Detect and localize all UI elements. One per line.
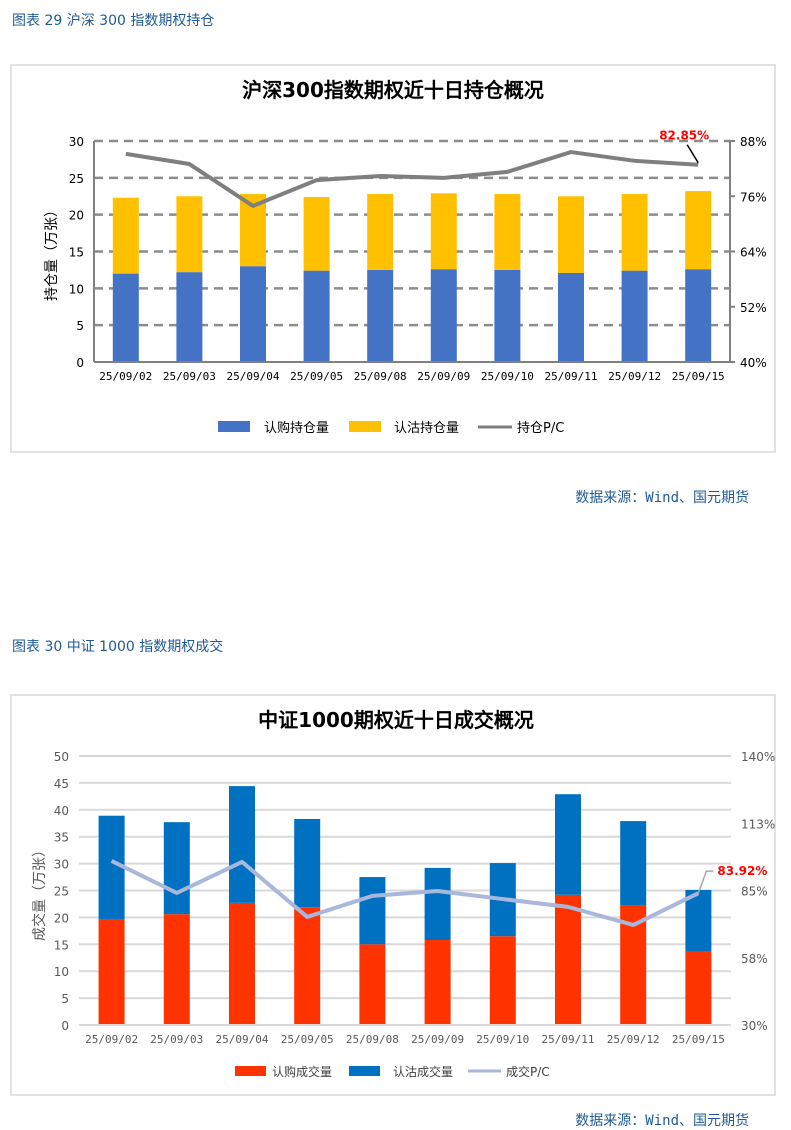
y-tick-label: 35	[54, 831, 69, 845]
x-tick-label: 25/09/15	[672, 1033, 725, 1046]
x-tick-label: 25/09/11	[542, 1033, 595, 1046]
y-tick-label: 5	[61, 992, 69, 1006]
pc-line	[112, 861, 699, 925]
bar-put	[294, 819, 320, 907]
y2-tick-label: 58%	[741, 952, 768, 966]
x-tick-label: 25/09/05	[281, 1033, 334, 1046]
bar-call	[164, 914, 190, 1025]
bar-put	[620, 821, 646, 905]
bar-put	[229, 786, 255, 903]
legend-swatch-call	[235, 1066, 266, 1076]
annotation-label: 83.92%	[717, 864, 767, 878]
x-tick-label: 25/09/03	[150, 1033, 203, 1046]
legend-swatch-put	[349, 1066, 380, 1076]
bar-put	[164, 822, 190, 914]
legend: 认购成交量 认沽成交量 成交P/C	[235, 1064, 550, 1079]
y-tick-label: 25	[54, 885, 69, 899]
bar-call	[359, 944, 385, 1025]
bar-call	[685, 952, 711, 1025]
bar-call	[425, 940, 451, 1025]
bar-call	[294, 907, 320, 1025]
y-tick-label: 20	[54, 911, 69, 925]
y-tick-label: 0	[61, 1019, 69, 1033]
legend-label-pc: 成交P/C	[506, 1064, 550, 1079]
y-tick-label: 40	[54, 804, 69, 818]
bar-call	[490, 936, 516, 1025]
y-tick-label: 15	[54, 938, 69, 952]
x-tick-label: 25/09/12	[607, 1033, 660, 1046]
x-tick-label: 25/09/10	[476, 1033, 529, 1046]
bar-call	[555, 895, 581, 1025]
x-tick-label: 25/09/08	[346, 1033, 399, 1046]
y2-tick-label: 113%	[741, 817, 775, 831]
data-source: 数据来源：Wind、国元期货	[575, 1110, 749, 1130]
x-tick-label: 25/09/04	[216, 1033, 269, 1046]
legend-label-call: 认购成交量	[272, 1064, 332, 1079]
y-tick-label: 50	[54, 750, 69, 764]
legend-label-put: 认沽成交量	[393, 1064, 453, 1079]
bar-put	[425, 868, 451, 940]
y-tick-label: 45	[54, 777, 69, 791]
y2-tick-label: 140%	[741, 750, 775, 764]
chart-title: 中证1000期权近十日成交概况	[258, 708, 534, 732]
bar-put	[359, 877, 385, 944]
y2-tick-label: 30%	[741, 1019, 768, 1033]
y-axis-label: 成交量（万张）	[31, 843, 48, 941]
bar-call	[229, 903, 255, 1025]
x-tick-label: 25/09/09	[411, 1033, 464, 1046]
bar-put	[555, 794, 581, 895]
y-tick-label: 30	[54, 858, 69, 872]
bar-call	[99, 919, 125, 1025]
y2-tick-label: 85%	[741, 885, 768, 899]
y-tick-label: 10	[54, 965, 69, 979]
x-tick-label: 25/09/02	[85, 1033, 138, 1046]
